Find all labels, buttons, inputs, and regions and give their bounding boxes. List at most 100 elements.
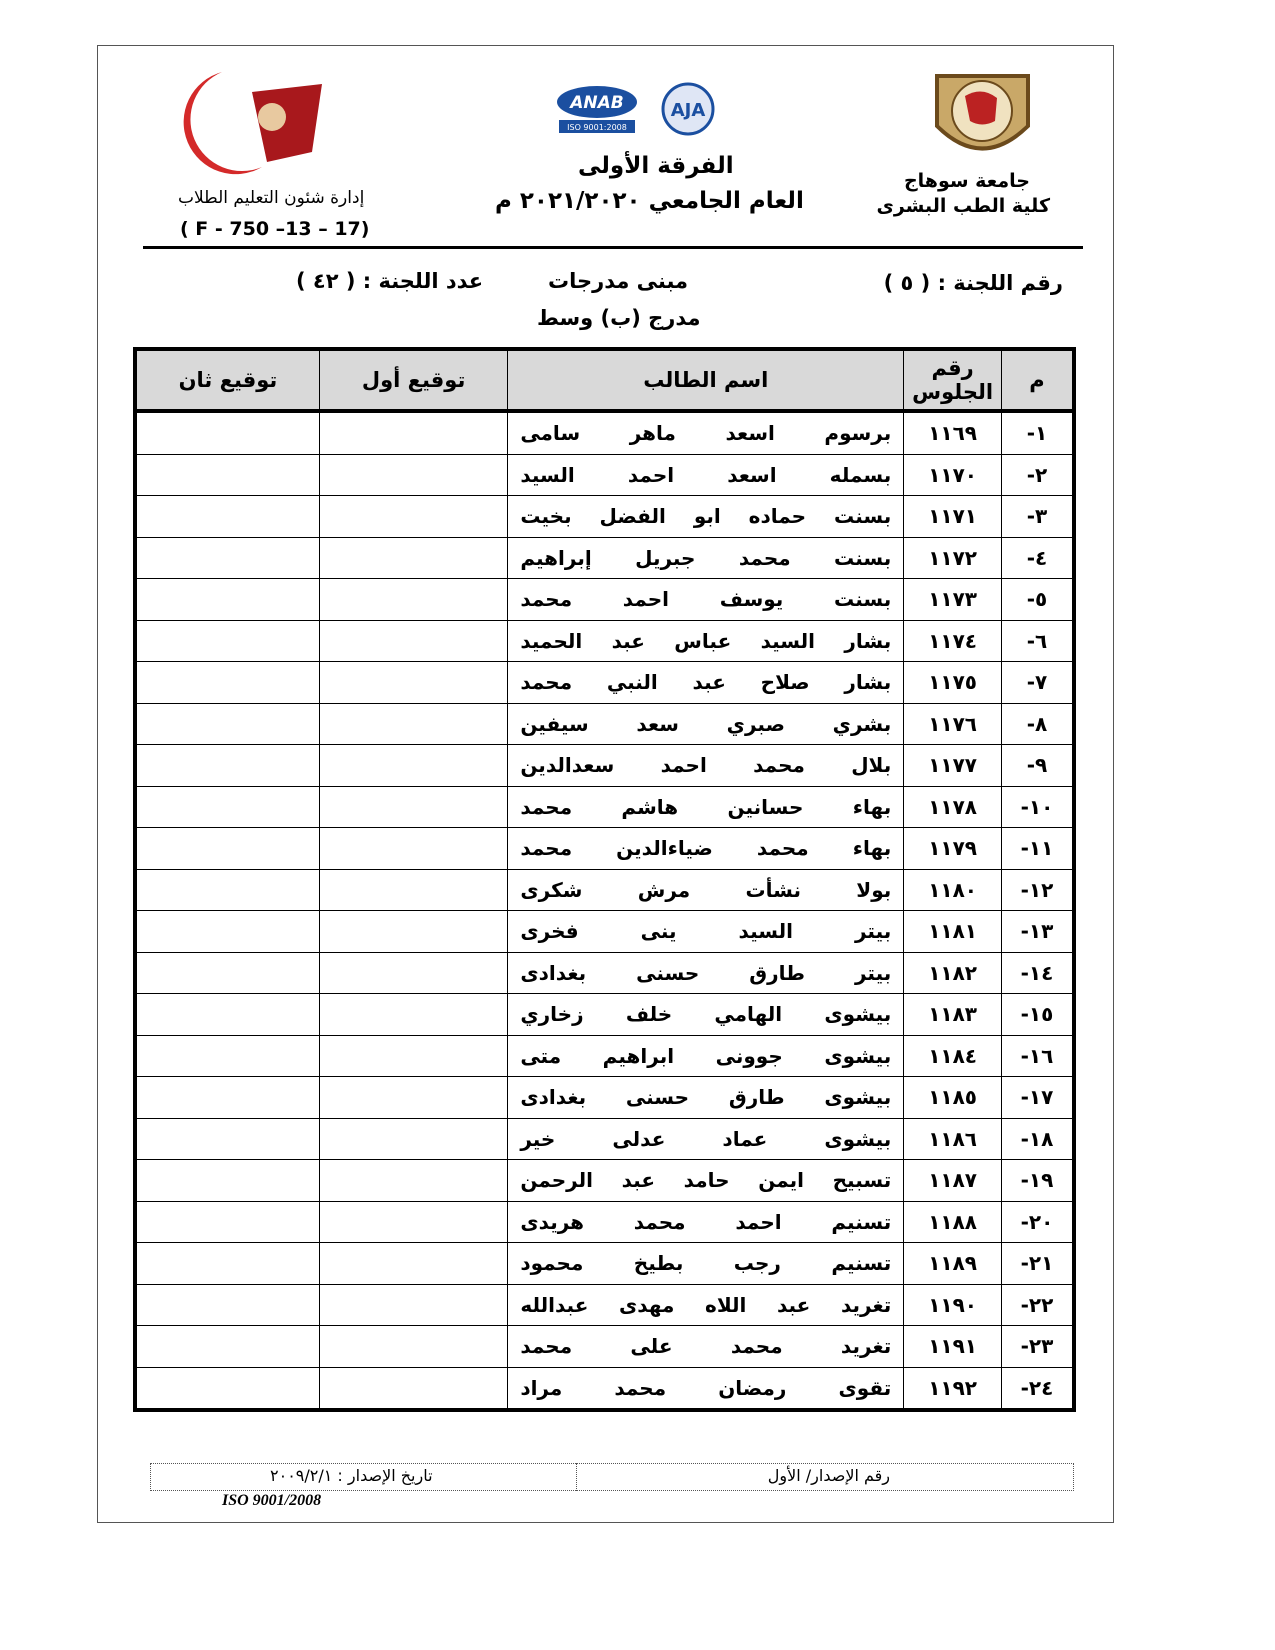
signature-1-cell [318,578,509,621]
footer-divider [576,1463,577,1491]
row-number: ٢١- [1000,1242,1075,1285]
signature-2-cell [134,1159,320,1202]
footer-box [150,1463,1074,1491]
table-row: ١١- ١١٧٩ بهاء محمد ضياءالدين محمد [134,827,1075,870]
year-level: الفرقة الأولى [578,153,734,179]
signature-1-cell [318,1034,509,1077]
column-header: رقم الجلوس [903,348,1002,413]
signature-1-cell [318,827,509,870]
table-row: ١٧- ١١٨٥ بيشوى طارق حسنى بغدادى [134,1076,1075,1119]
student-name: بيشوى جوونى ابراهيم متى [507,1034,905,1077]
student-name: تغريد محمد على محمد [507,1325,905,1368]
signature-2-cell [134,868,320,911]
row-number: ٤- [1000,536,1075,579]
faculty: كلية الطب البشرى [876,195,1050,217]
signature-2-cell [134,1034,320,1077]
building: مبنى مدرجات [548,269,689,293]
seat-number: ١١٧٠ [903,453,1002,496]
signature-1-cell [318,1283,509,1326]
accreditation-logos: ANAB ISO 9001:2008 AJA [557,82,715,136]
seat-number: ١١٧٥ [903,661,1002,704]
student-name: بيشوى عماد عدلى خير [507,1117,905,1160]
signature-2-cell [134,536,320,579]
row-number: ٧- [1000,661,1075,704]
seat-number: ١١٨٨ [903,1200,1002,1243]
signature-2-cell [134,1325,320,1368]
table-row: ١٣- ١١٨١ بيتر السيد ينى فخرى [134,910,1075,953]
issue-number: رقم الإصدار/ الأول [767,1466,890,1485]
row-number: ٢٣- [1000,1325,1075,1368]
student-name: بسنت يوسف احمد محمد [507,578,905,621]
signature-2-cell [134,661,320,704]
signature-1-cell [318,1366,509,1411]
signature-1-cell [318,619,509,662]
signature-2-cell [134,578,320,621]
table-row: ١- ١١٦٩ برسوم اسعد ماهر سامى [134,410,1075,455]
committee-count: عدد اللجنة : ( ٤٢ ) [296,269,484,293]
signature-1-cell [318,1200,509,1243]
signature-1-cell [318,495,509,538]
anab-logo: ANAB [568,93,624,113]
signature-1-cell [318,410,509,455]
row-number: ١٩- [1000,1159,1075,1202]
table-row: ٢٣- ١١٩١ تغريد محمد على محمد [134,1325,1075,1368]
table-row: ٦- ١١٧٤ بشار السيد عباس عبد الحميد [134,619,1075,662]
student-name: تسنيم رجب بطيخ محمود [507,1242,905,1285]
signature-1-cell [318,1117,509,1160]
academic-year: العام الجامعي ٢٠٢١/٢٠٢٠ م [495,188,804,214]
table-row: ٨- ١١٧٦ بشري صبري سعد سيفين [134,702,1075,745]
signature-2-cell [134,495,320,538]
signature-1-cell [318,868,509,911]
student-name: بسنت حماده ابو الفضل بخيت [507,495,905,538]
signature-2-cell [134,827,320,870]
row-number: ٣- [1000,495,1075,538]
signature-2-cell [134,1366,320,1411]
students-table: م رقم الجلوس اسم الطالب توقيع أول توقيع ثان … [133,347,1076,1412]
table-body: ١- ١١٦٩ برسوم اسعد ماهر سامى ٢- ١١٧٠ بسمله اس… [134,410,1075,1411]
seat-number: ١١٧٦ [903,702,1002,745]
student-name: بشار صلاح عبد النبي محمد [507,661,905,704]
signature-1-cell [318,910,509,953]
signature-1-cell [318,661,509,704]
row-number: ١٤- [1000,951,1075,994]
row-number: ١٦- [1000,1034,1075,1077]
student-name: تقوى رمضان محمد مراد [507,1366,905,1411]
seat-number: ١١٨٧ [903,1159,1002,1202]
signature-1-cell [318,1242,509,1285]
signature-1-cell [318,1076,509,1119]
student-name: بولا نشأت مرش شكرى [507,868,905,911]
table-row: ٥- ١١٧٣ بسنت يوسف احمد محمد [134,578,1075,621]
row-number: ١٣- [1000,910,1075,953]
row-number: ١٢- [1000,868,1075,911]
signature-1-cell [318,1325,509,1368]
signature-2-cell [134,619,320,662]
issue-date: تاريخ الإصدار : ٢٠٠٩/٢/١ [270,1466,433,1485]
seat-number: ١١٨٩ [903,1242,1002,1285]
department: إدارة شئون التعليم الطلاب [178,188,365,208]
seat-number: ١١٧٩ [903,827,1002,870]
seat-number: ١١٧١ [903,495,1002,538]
row-number: ٦- [1000,619,1075,662]
table-row: ٧- ١١٧٥ بشار صلاح عبد النبي محمد [134,661,1075,704]
table-row: ١٦- ١١٨٤ بيشوى جوونى ابراهيم متى [134,1034,1075,1077]
row-number: ١٠- [1000,785,1075,828]
university: جامعة سوهاج [903,170,1030,192]
row-number: ٢٠- [1000,1200,1075,1243]
row-number: ٨- [1000,702,1075,745]
student-name: بيتر السيد ينى فخرى [507,910,905,953]
student-name: بهاء حسانين هاشم محمد [507,785,905,828]
table-row: ١٤- ١١٨٢ بيتر طارق حسنى بغدادى [134,951,1075,994]
signature-2-cell [134,453,320,496]
student-name: بشري صبري سعد سيفين [507,702,905,745]
student-name: بيشوى الهامي خلف زخاري [507,993,905,1036]
seat-number: ١١٩٠ [903,1283,1002,1326]
signature-1-cell [318,453,509,496]
table-row: ١٨- ١١٨٦ بيشوى عماد عدلى خير [134,1117,1075,1160]
seat-number: ١١٧٨ [903,785,1002,828]
student-name: بسنت محمد جبريل إبراهيم [507,536,905,579]
seat-number: ١١٦٩ [903,410,1002,455]
signature-1-cell [318,1159,509,1202]
table-row: ١٥- ١١٨٣ بيشوى الهامي خلف زخاري [134,993,1075,1036]
university-emblem [935,74,1030,151]
column-header: توقيع أول [318,348,509,413]
